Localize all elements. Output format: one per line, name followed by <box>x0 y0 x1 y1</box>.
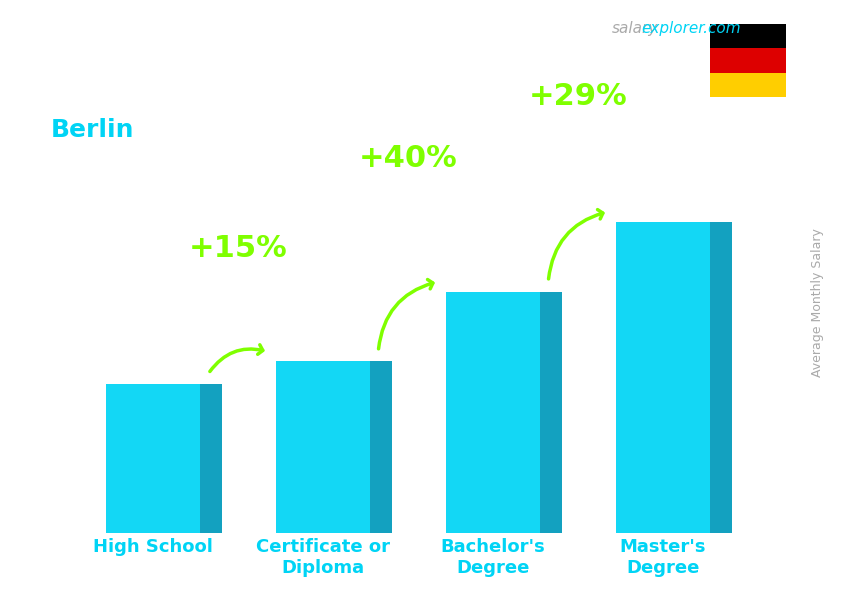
Text: +15%: +15% <box>189 234 287 262</box>
Text: +29%: +29% <box>529 82 627 111</box>
Bar <box>710 73 786 97</box>
Text: +40%: +40% <box>359 144 457 173</box>
Polygon shape <box>370 361 392 533</box>
Text: 4,910 EUR: 4,910 EUR <box>441 265 545 284</box>
Bar <box>616 222 710 533</box>
Bar <box>446 291 540 533</box>
Bar <box>710 48 786 73</box>
Polygon shape <box>540 291 562 533</box>
Bar <box>106 384 200 533</box>
Bar <box>276 361 370 533</box>
Text: explorer.com: explorer.com <box>642 21 741 36</box>
Bar <box>710 24 786 48</box>
Text: 3,490 EUR: 3,490 EUR <box>271 336 375 353</box>
Text: salary: salary <box>612 21 658 36</box>
Text: Average Monthly Salary: Average Monthly Salary <box>812 228 824 378</box>
Text: Surveyor: Surveyor <box>51 88 151 108</box>
Polygon shape <box>200 384 222 533</box>
Polygon shape <box>710 222 732 533</box>
Text: Salary Comparison By Education: Salary Comparison By Education <box>51 42 712 76</box>
Text: Berlin: Berlin <box>51 118 134 142</box>
Text: 3,040 EUR: 3,040 EUR <box>101 358 205 376</box>
Text: 6,330 EUR: 6,330 EUR <box>611 196 715 214</box>
